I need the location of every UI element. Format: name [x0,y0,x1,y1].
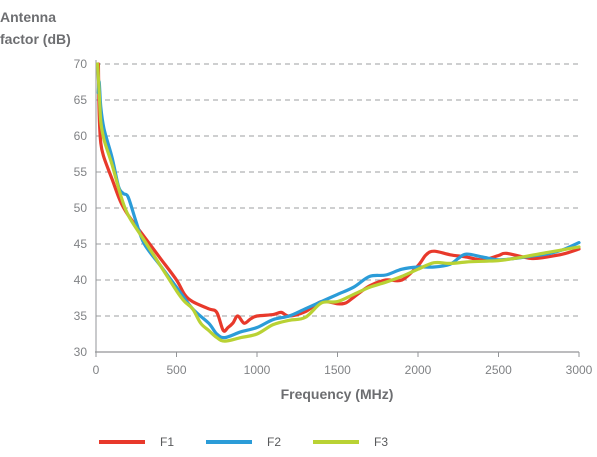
x-tick-label-2000: 2000 [405,363,432,377]
y-tick-label-65: 65 [74,93,88,107]
x-tick-label-0: 0 [93,363,100,377]
y-axis-label-line-2: factor (dB) [0,31,71,47]
x-tick-label-500: 500 [166,363,186,377]
y-axis-label-line-1: Antenna [0,9,56,25]
y-tick-label-35: 35 [74,309,88,323]
x-tick-label-1500: 1500 [324,363,351,377]
legend-label-f1: F1 [160,435,174,449]
legend-label-f2: F2 [267,435,281,449]
x-tick-label-2500: 2500 [485,363,512,377]
x-axis-label: Frequency (MHz) [281,386,394,402]
x-tick-label-1000: 1000 [244,363,271,377]
y-tick-label-50: 50 [74,201,88,215]
y-tick-label-60: 60 [74,129,88,143]
series-line-f2 [96,80,581,340]
series-line-f1 [96,62,581,333]
y-tick-label-30: 30 [74,345,88,359]
x-tick-labels: 0 500 1000 1500 2000 2500 3000 [93,363,593,377]
y-tick-label-45: 45 [74,237,88,251]
y-tick-labels: 30 35 40 45 50 55 60 65 70 [74,57,88,359]
x-tick-label-3000: 3000 [566,363,593,377]
legend: F1 F2 F3 [99,435,388,449]
series-line-f3 [96,62,581,343]
legend-label-f3: F3 [374,435,388,449]
y-tick-label-70: 70 [74,57,88,71]
x-axis [95,60,580,357]
series-lines [96,62,581,343]
y-tick-label-40: 40 [74,273,88,287]
y-tick-label-55: 55 [74,165,88,179]
